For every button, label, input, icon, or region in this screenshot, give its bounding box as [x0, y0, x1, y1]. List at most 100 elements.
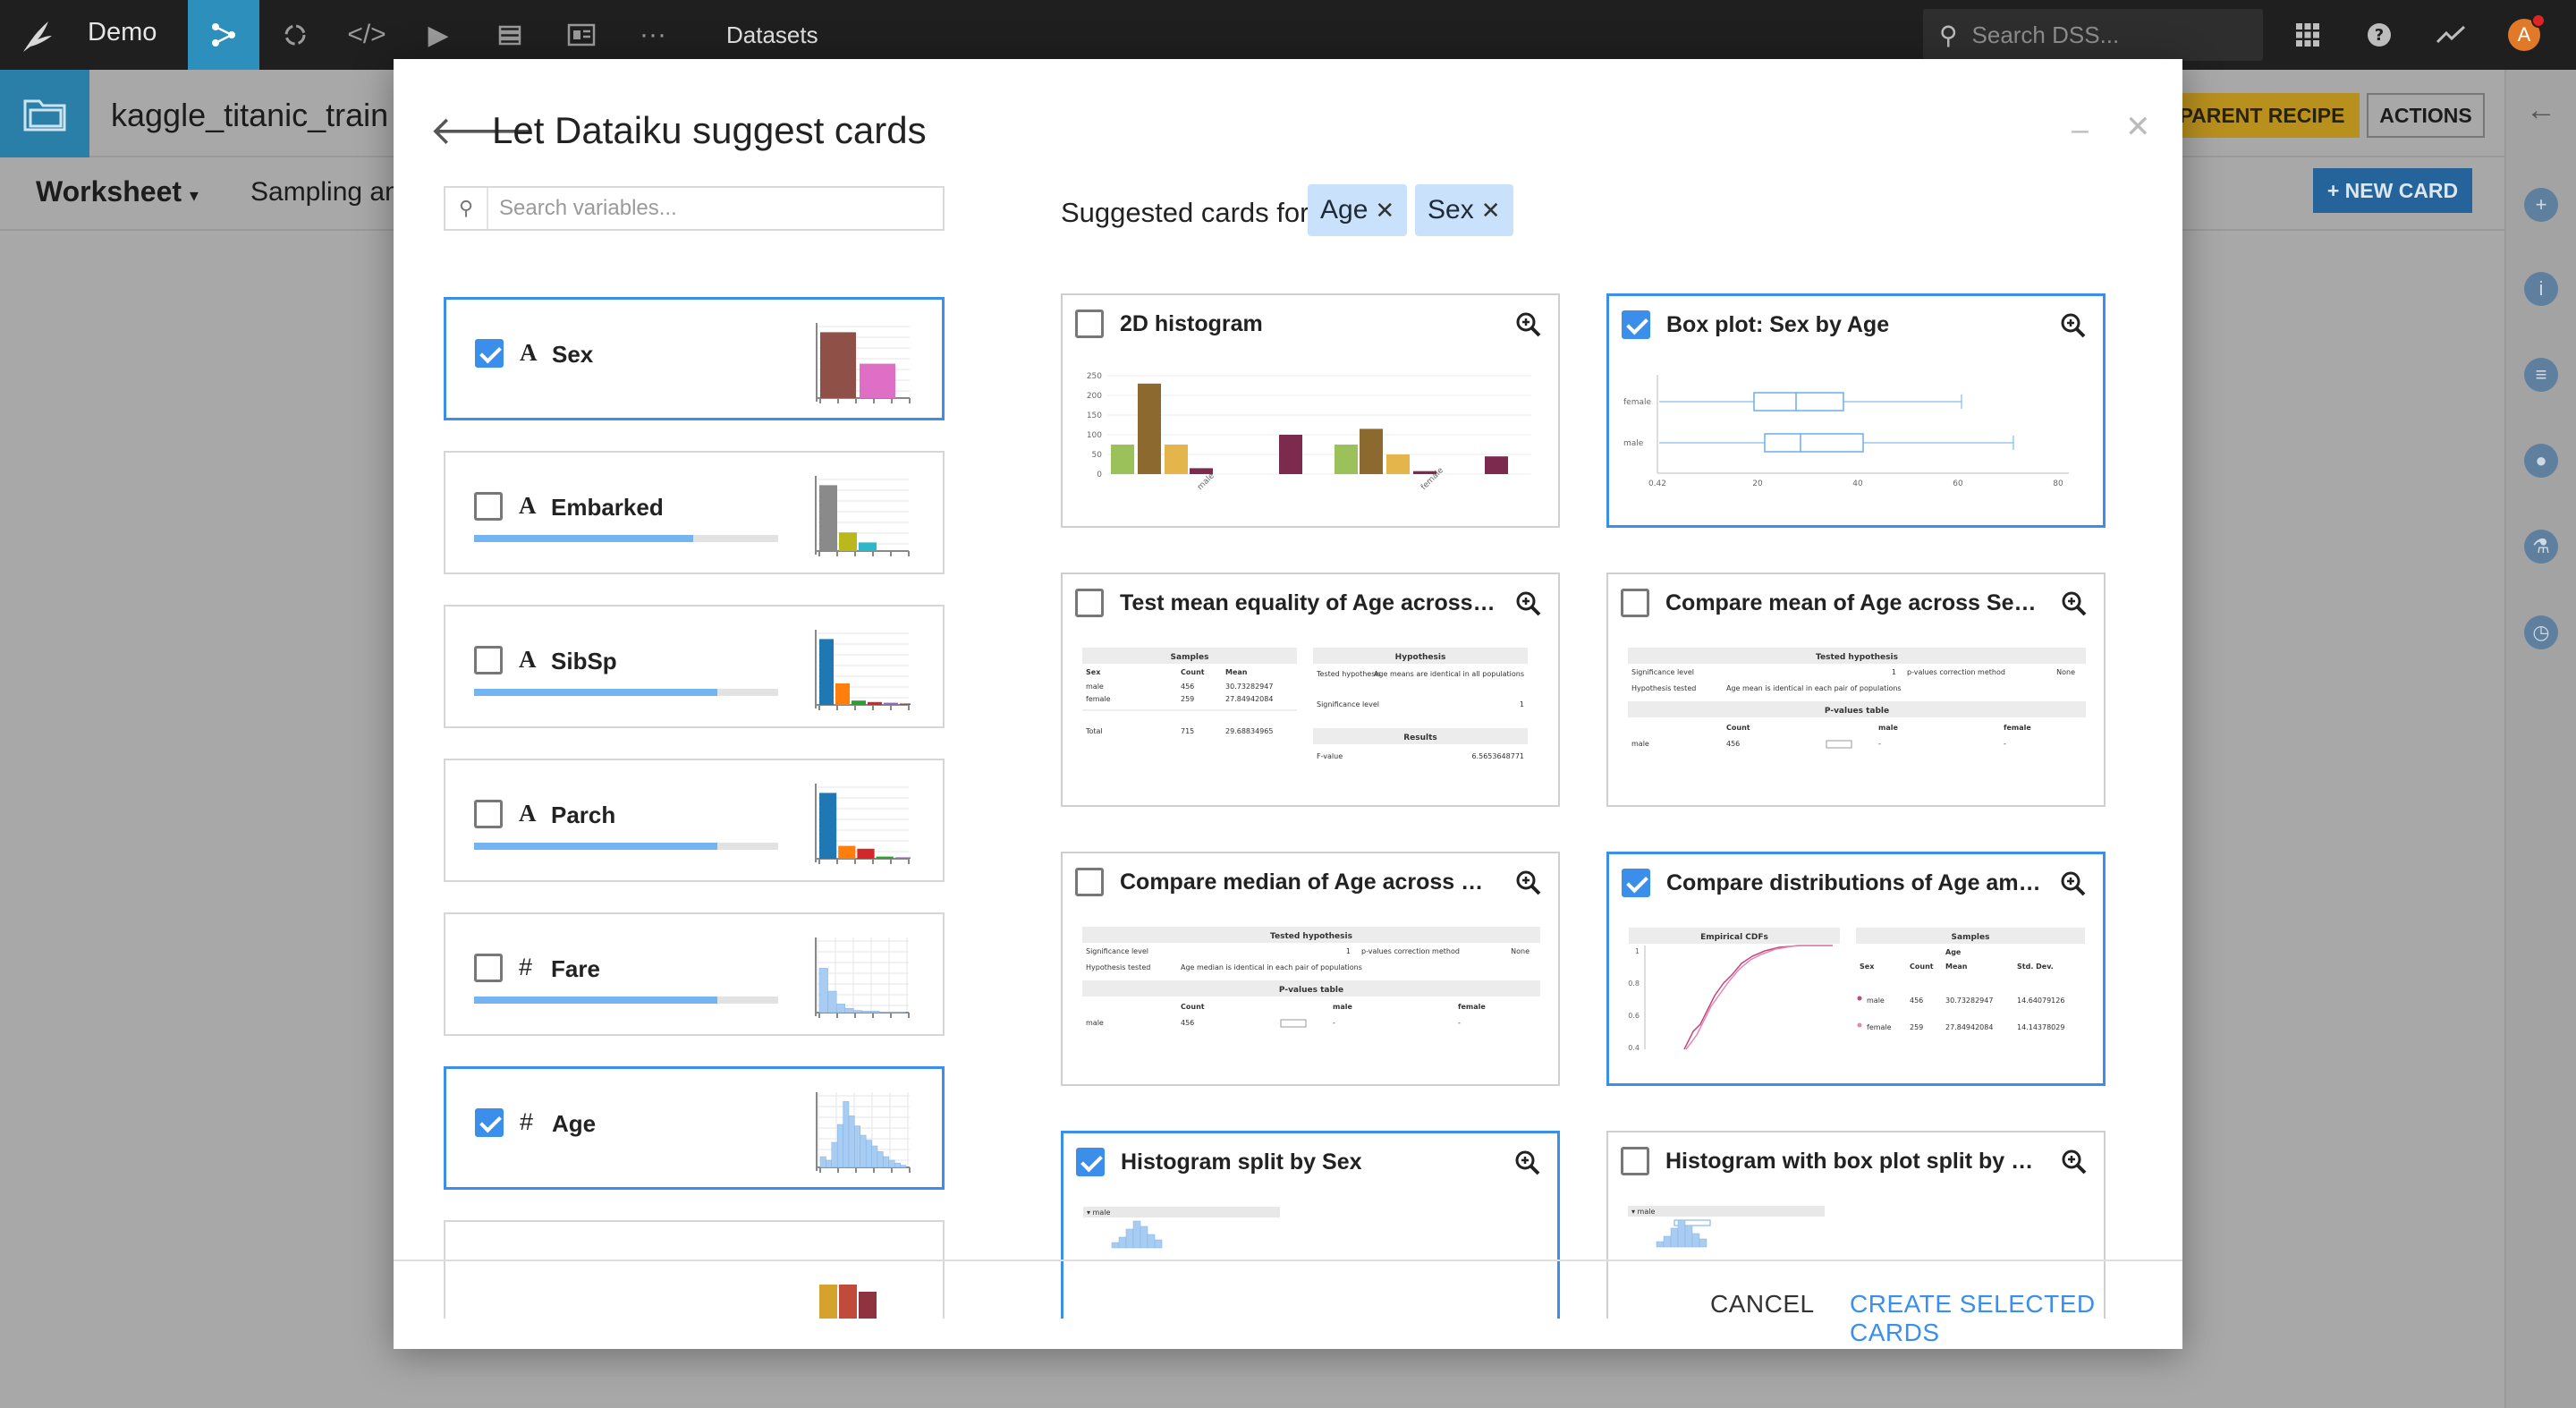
user-avatar[interactable]: A	[2508, 13, 2546, 51]
x-tick-label: female	[1419, 466, 1445, 492]
flow-icon[interactable]	[188, 0, 259, 70]
suggested-card[interactable]: Compare mean of Age across Sex (p... Test…	[1606, 573, 2106, 807]
sparkline-bar	[819, 793, 837, 859]
deploy-stack-icon[interactable]	[474, 0, 546, 70]
variable-checkbox[interactable]	[474, 800, 503, 828]
variable-checkbox[interactable]	[475, 339, 504, 368]
history-clock-icon[interactable]: ◷	[2524, 615, 2558, 649]
table-cell: -	[2004, 740, 2006, 748]
variable-checkbox[interactable]	[475, 1108, 504, 1137]
zoom-in-icon[interactable]	[2060, 312, 2087, 339]
chip-age[interactable]: Age ✕	[1308, 184, 1408, 236]
table-cell: 1	[1520, 700, 1524, 708]
global-search-box[interactable]: ⚲ Search DSS...	[1923, 9, 2263, 61]
y-tick-label: 50	[1092, 451, 1103, 460]
chip-sex[interactable]: Sex ✕	[1415, 184, 1513, 236]
variable-card[interactable]: A SibSp	[444, 605, 945, 728]
card-title: Histogram split by Sex	[1121, 1149, 1362, 1175]
zoom-in-icon[interactable]	[2061, 590, 2088, 617]
variable-name: Parch	[551, 802, 616, 828]
variable-card[interactable]: # Age	[444, 1066, 945, 1190]
add-icon[interactable]: +	[2524, 188, 2558, 222]
zoom-in-icon[interactable]	[1515, 869, 1542, 896]
dataiku-logo-icon[interactable]	[18, 16, 57, 55]
ecdf-chart-title-bg	[1629, 928, 1840, 944]
back-arrow-icon[interactable]: 🡐	[429, 109, 535, 153]
list-icon[interactable]: ≡	[2524, 358, 2558, 392]
zoom-in-icon[interactable]	[2060, 870, 2087, 897]
variable-search-box[interactable]: ⚲	[444, 186, 945, 231]
minimize-icon[interactable]: –	[2072, 113, 2089, 147]
caret-down-icon: ▾	[189, 186, 199, 206]
parent-recipe-button[interactable]: PARENT RECIPE	[2165, 93, 2360, 138]
card-checkbox[interactable]	[1075, 589, 1104, 617]
suggested-card[interactable]: Test mean equality of Age across Se... Sa…	[1061, 573, 1560, 807]
variable-card[interactable]: # Fare	[444, 912, 945, 1036]
code-icon[interactable]: </>	[347, 20, 386, 49]
collapse-arrow-icon[interactable]: ←	[2526, 92, 2556, 127]
variable-checkbox[interactable]	[474, 646, 503, 674]
table-cell: None	[2056, 668, 2075, 676]
suggested-card[interactable]: Compare distributions of Age amon... Empi…	[1606, 852, 2106, 1086]
more-menu-icon[interactable]: ···	[640, 20, 666, 49]
suggested-card[interactable]: Histogram split by Sex ▾ male	[1061, 1131, 1560, 1319]
suggested-card[interactable]: Compare median of Age across Sex ... Test…	[1061, 852, 1560, 1086]
sparkline-bar	[883, 1156, 890, 1168]
apps-grid-icon[interactable]	[2276, 0, 2339, 70]
histogram-bar	[1138, 383, 1161, 474]
card-checkbox[interactable]	[1076, 1148, 1105, 1176]
zoom-in-icon[interactable]	[1515, 311, 1542, 338]
activity-trend-icon[interactable]	[2419, 0, 2482, 70]
current-section-label[interactable]: Datasets	[726, 21, 818, 48]
suggested-card[interactable]: Histogram with box plot split by Sex ▾ ma…	[1606, 1131, 2106, 1319]
cancel-button[interactable]: CANCEL	[1710, 1290, 1815, 1318]
variable-card[interactable]: A Parch	[444, 759, 945, 882]
zoom-in-icon[interactable]	[2061, 1149, 2088, 1175]
worksheet-dropdown[interactable]: Worksheet ▾	[36, 175, 199, 208]
dashboard-icon[interactable]	[546, 0, 617, 70]
table-cell: -	[1458, 1019, 1461, 1027]
card-checkbox[interactable]	[1075, 868, 1104, 896]
variable-list[interactable]: A Sex A Embarked A SibSp A Parch # Fare # Age	[444, 297, 953, 1319]
card-checkbox[interactable]	[1621, 1147, 1649, 1175]
variable-card[interactable]	[444, 1220, 945, 1319]
card-preview-median: Tested hypothesis Significance level 1 p-va…	[1082, 927, 1540, 1028]
variable-search-input[interactable]	[488, 196, 936, 221]
y-tick-label: 0.6	[1628, 1012, 1640, 1020]
card-checkbox[interactable]	[1621, 589, 1649, 617]
sparkline-bar	[884, 702, 898, 705]
variable-card[interactable]: A Sex	[444, 297, 945, 420]
variable-card[interactable]: A Embarked	[444, 451, 945, 574]
remove-chip-icon[interactable]: ✕	[1480, 196, 1501, 224]
lab-flask-icon[interactable]: ⚗	[2524, 530, 2558, 564]
sparkline-bar	[819, 1285, 837, 1319]
sparkline-bar	[820, 332, 856, 398]
table-cell: 6.5653648771	[1471, 752, 1524, 760]
suggested-card[interactable]: Box plot: Sex by Age female male 0.42 20 40 60…	[1606, 293, 2106, 528]
numeric-type-icon: #	[519, 954, 533, 980]
info-icon[interactable]: i	[2524, 272, 2558, 306]
hypothesis-header: Hypothesis	[1395, 653, 1446, 662]
actions-button[interactable]: ACTIONS	[2367, 93, 2485, 138]
card-checkbox[interactable]	[1622, 869, 1650, 897]
table-cell: male	[1631, 740, 1649, 748]
card-title: Test mean equality of Age across Se...	[1120, 590, 1496, 615]
create-selected-cards-button[interactable]: CREATE SELECTED CARDS	[1850, 1290, 2096, 1346]
card-checkbox[interactable]	[1075, 310, 1104, 338]
project-name[interactable]: Demo	[88, 18, 157, 47]
suggested-card[interactable]: 2D histogram 250 200 150 100 50 0 male female	[1061, 293, 1560, 528]
suggested-cards-grid[interactable]: 2D histogram 250 200 150 100 50 0 male female Box…	[1061, 293, 2134, 1319]
chat-icon[interactable]: ●	[2524, 444, 2558, 478]
recipes-cycle-icon[interactable]	[259, 0, 331, 70]
new-card-button[interactable]: + NEW CARD	[2313, 168, 2472, 213]
run-play-icon[interactable]: ▶	[428, 20, 449, 50]
card-checkbox[interactable]	[1622, 310, 1650, 339]
zoom-in-icon[interactable]	[1514, 1149, 1541, 1176]
close-icon[interactable]: ✕	[2125, 110, 2151, 144]
remove-chip-icon[interactable]: ✕	[1375, 196, 1395, 224]
variable-checkbox[interactable]	[474, 954, 503, 982]
variable-checkbox[interactable]	[474, 492, 503, 521]
sparkline-bar	[835, 683, 850, 705]
zoom-in-icon[interactable]	[1515, 590, 1542, 617]
help-icon[interactable]: ?	[2348, 0, 2411, 70]
